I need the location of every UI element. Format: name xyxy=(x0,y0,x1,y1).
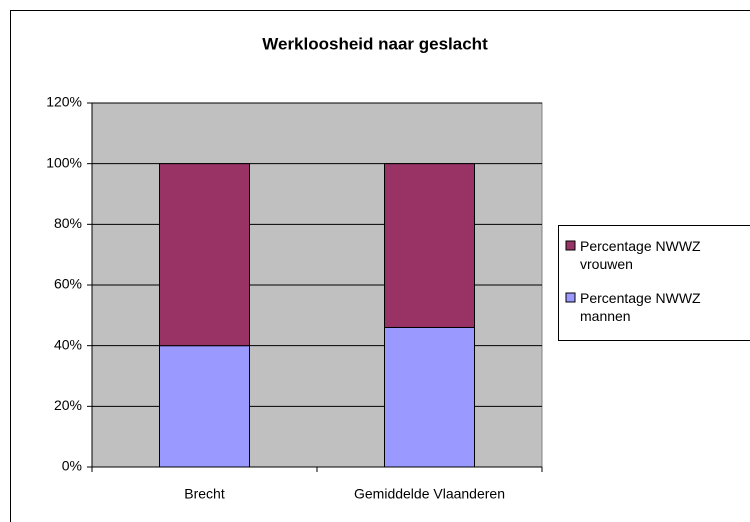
x-tick-label: Gemiddelde Vlaanderen xyxy=(354,486,505,502)
legend-label: Percentage NWWZ vrouwen xyxy=(580,238,701,272)
bar-segment xyxy=(384,163,475,328)
y-tick-label: 40% xyxy=(54,336,82,352)
bar-segment xyxy=(159,163,250,347)
bar-segment xyxy=(384,326,475,468)
bar-segment xyxy=(159,345,250,468)
chart-title: Werkloosheid naar geslacht xyxy=(262,34,488,53)
y-tick-label: 80% xyxy=(54,215,82,231)
y-tick-label: 0% xyxy=(62,458,82,474)
y-tick-label: 120% xyxy=(46,94,82,110)
legend-swatch xyxy=(565,292,576,303)
legend-swatch xyxy=(565,240,576,251)
legend-label: Percentage NWWZ mannen xyxy=(580,290,701,324)
y-tick-label: 20% xyxy=(54,397,82,413)
y-tick-label: 60% xyxy=(54,276,82,292)
x-tick-label: Brecht xyxy=(184,486,225,502)
y-tick-label: 100% xyxy=(46,154,82,170)
legend-box xyxy=(558,225,750,341)
